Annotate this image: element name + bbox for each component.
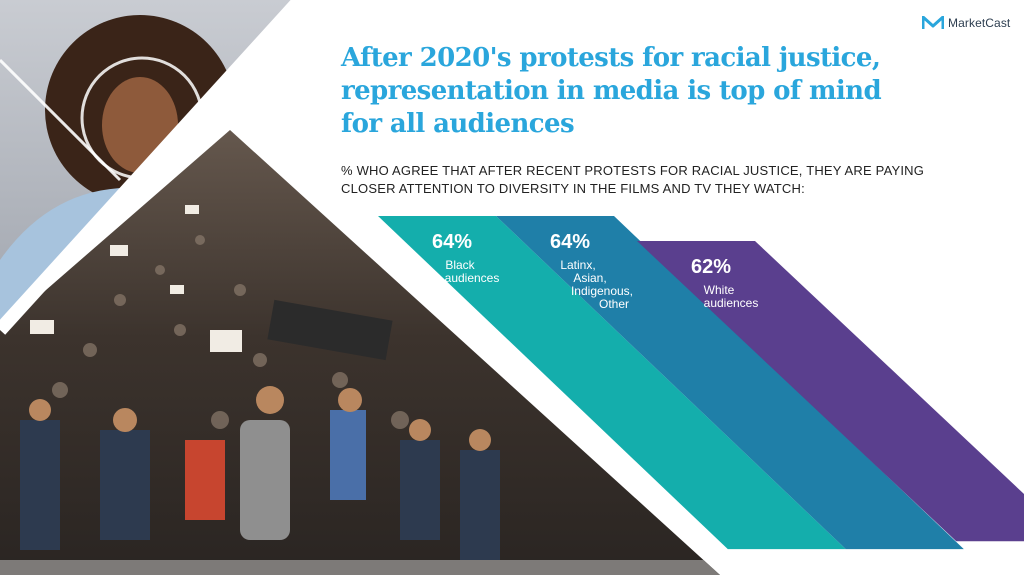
bar-3 xyxy=(637,241,1024,542)
category-label-line: Black xyxy=(445,258,475,272)
bar-1 xyxy=(378,216,846,550)
category-label-line: Latinx, xyxy=(560,258,595,272)
brand-logo: MarketCast xyxy=(922,16,1010,30)
category-label-1: Black audiences xyxy=(445,258,500,285)
category-label-line: White xyxy=(704,283,735,297)
category-label-line: audiences xyxy=(704,296,759,310)
category-label-line: Other xyxy=(599,297,629,311)
category-label-line: audiences xyxy=(445,271,500,285)
category-label-2: Latinx, Asian, Indigenous, Other xyxy=(560,258,633,311)
category-label-line: Asian, xyxy=(573,271,606,285)
category-label-line: Indigenous, xyxy=(571,284,633,298)
data-label-1: 64% xyxy=(432,231,472,253)
data-label-2: 64% xyxy=(550,231,590,253)
page-title: After 2020's protests for racial justice… xyxy=(341,43,882,139)
category-label-3: White audiences xyxy=(704,283,759,310)
chart-subtitle: % who agree that after recent protests f… xyxy=(341,163,925,196)
data-label-3: 62% xyxy=(691,256,731,278)
bar-2 xyxy=(496,216,964,550)
marketcast-logo-icon xyxy=(922,16,944,29)
brand-name: MarketCast xyxy=(948,16,1011,30)
